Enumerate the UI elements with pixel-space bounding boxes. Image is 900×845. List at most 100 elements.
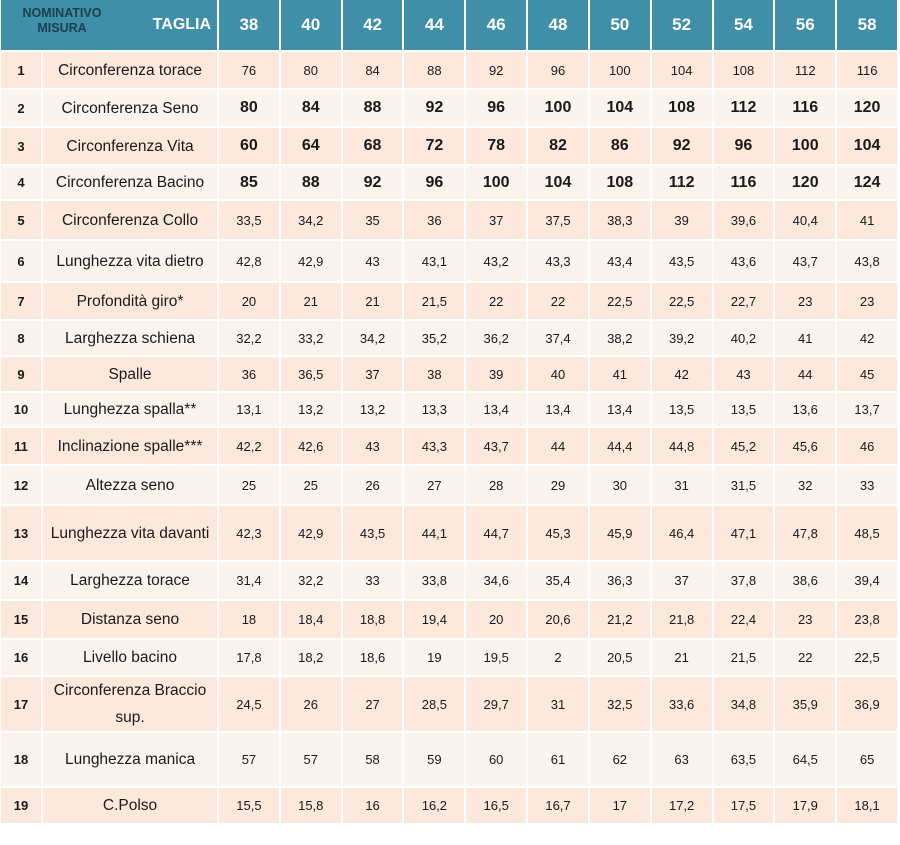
measurement-value: 23: [837, 283, 899, 321]
measurement-value: 43,2: [466, 241, 529, 283]
measurement-value: 19,4: [404, 601, 467, 640]
measurement-value: 63,5: [713, 733, 776, 788]
size-header: 50: [589, 0, 652, 52]
row-number: 9: [1, 357, 43, 393]
measurement-value: 28,5: [404, 677, 467, 733]
measurement-value: 15,5: [219, 788, 281, 825]
measurement-name: Circonferenza Collo: [43, 201, 220, 241]
measurement-value: 57: [219, 733, 281, 788]
measurement-value: 42,9: [280, 506, 343, 562]
measurement-value: 34,6: [466, 562, 529, 601]
measurement-value: 46: [837, 428, 899, 466]
measurement-value: 96: [404, 166, 467, 201]
table-row: 9 Spalle 36 36,5 37 38 39 40 41 42 43 44 45: [1, 357, 899, 393]
size-header: 46: [466, 0, 529, 52]
measurement-value: 26: [342, 466, 405, 506]
measurement-value: 84: [342, 52, 405, 90]
table-row: 3 Circonferenza Vita 60 64 68 72 78 82 86 92 96 100…: [1, 128, 899, 166]
measurement-value: 35,4: [528, 562, 590, 601]
measurement-value: 78: [466, 128, 529, 166]
row-number: 10: [1, 393, 43, 428]
measurement-value: 43: [342, 241, 405, 283]
measurement-value: 44: [528, 428, 590, 466]
measurement-name: Spalle: [43, 357, 220, 393]
measurement-value: 100: [589, 52, 652, 90]
measurement-value: 60: [466, 733, 529, 788]
measurement-value: 18: [219, 601, 281, 640]
table-row: 10 Lunghezza spalla** 13,1 13,2 13,2 13,3 13,4…: [1, 393, 899, 428]
measurement-value: 13,1: [219, 393, 281, 428]
measurement-value: 40,2: [713, 321, 776, 357]
measurement-value: 21: [342, 283, 405, 321]
measurement-name: Circonferenza Vita: [43, 128, 220, 166]
measurement-value: 31,5: [713, 466, 776, 506]
table-row: 13 Lunghezza vita davanti 42,3 42,9 43,5 44,1…: [1, 506, 899, 562]
measurement-value: 38: [404, 357, 467, 393]
taglia-label: TAGLIA: [152, 16, 212, 33]
measurement-value: 20,5: [589, 640, 652, 677]
measurement-value: 43,5: [651, 241, 714, 283]
measurement-value: 96: [466, 90, 529, 128]
size-header: 58: [837, 0, 899, 52]
measurement-value: 35: [342, 201, 405, 241]
measurement-value: 92: [651, 128, 714, 166]
measurement-value: 45,6: [775, 428, 838, 466]
measurement-value: 13,7: [837, 393, 899, 428]
measurement-value: 43,7: [775, 241, 838, 283]
measurement-value: 2: [528, 640, 590, 677]
measurement-value: 42,8: [219, 241, 281, 283]
measurement-value: 37,5: [528, 201, 590, 241]
measurement-value: 62: [589, 733, 652, 788]
measurement-value: 35,9: [775, 677, 838, 733]
measurement-value: 47,1: [713, 506, 776, 562]
row-number: 11: [1, 428, 43, 466]
measurement-value: 85: [219, 166, 281, 201]
measurement-value: 43,1: [404, 241, 467, 283]
measurement-value: 21: [280, 283, 343, 321]
size-header: 40: [280, 0, 343, 52]
row-number: 18: [1, 733, 43, 788]
measurement-value: 43,3: [528, 241, 590, 283]
measurement-value: 13,2: [342, 393, 405, 428]
measurement-value: 22: [466, 283, 529, 321]
measurement-value: 13,4: [528, 393, 590, 428]
measurement-value: 45: [837, 357, 899, 393]
measurement-value: 32,2: [219, 321, 281, 357]
measurement-value: 33,8: [404, 562, 467, 601]
measurement-value: 43,7: [466, 428, 529, 466]
row-number: 16: [1, 640, 43, 677]
measurement-name: Lunghezza manica: [43, 733, 220, 788]
measurement-value: 23: [775, 283, 838, 321]
measurement-value: 112: [651, 166, 714, 201]
measurement-value: 82: [528, 128, 590, 166]
measurement-value: 41: [837, 201, 899, 241]
measurement-name: Circonferenza torace: [43, 52, 220, 90]
measurement-value: 58: [342, 733, 405, 788]
table-row: 19 C.Polso 15,5 15,8 16 16,2 16,5 16,7 17 17,2 17,…: [1, 788, 899, 825]
measurement-value: 33,6: [651, 677, 714, 733]
measurement-value: 108: [589, 166, 652, 201]
measurement-value: 60: [219, 128, 281, 166]
measurement-value: 57: [280, 733, 343, 788]
measurement-value: 40: [528, 357, 590, 393]
table-row: 11 Inclinazione spalle*** 42,2 42,6 43 43,3 43…: [1, 428, 899, 466]
measurement-value: 108: [651, 90, 714, 128]
measurement-name: Lunghezza spalla**: [43, 393, 220, 428]
measurement-value: 18,6: [342, 640, 405, 677]
measurement-value: 43,6: [713, 241, 776, 283]
measurement-value: 116: [837, 52, 899, 90]
table-row: 6 Lunghezza vita dietro 42,8 42,9 43 43,1 43,2…: [1, 241, 899, 283]
measurement-value: 20,6: [528, 601, 590, 640]
measurement-value: 16,7: [528, 788, 590, 825]
measurement-value: 76: [219, 52, 281, 90]
size-header: 48: [528, 0, 590, 52]
measurement-value: 68: [342, 128, 405, 166]
measurement-value: 43: [713, 357, 776, 393]
table-body: 1 Circonferenza torace 76 80 84 88 92 96 100 104 1…: [1, 52, 899, 825]
row-number: 8: [1, 321, 43, 357]
measurement-value: 42: [651, 357, 714, 393]
measurement-value: 16: [342, 788, 405, 825]
measurement-value: 124: [837, 166, 899, 201]
measurement-value: 44: [775, 357, 838, 393]
header-corner-cell: NOMINATIVO MISURA TAGLIA: [1, 0, 220, 52]
